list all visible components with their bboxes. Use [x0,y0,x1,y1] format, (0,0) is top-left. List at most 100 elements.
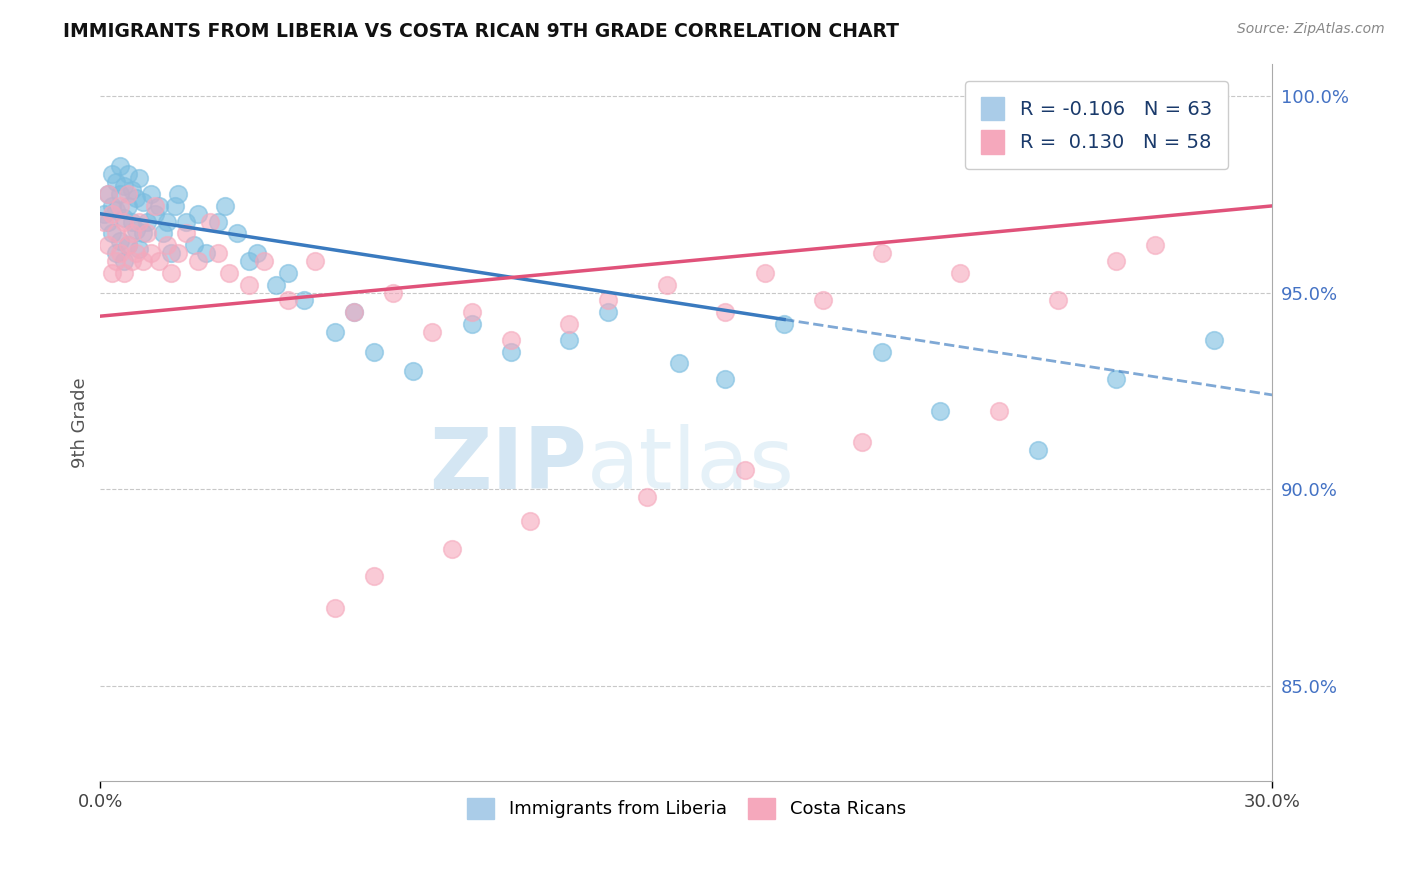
Point [1105,254,1128,268]
Point [112,266,135,280]
Point [112,214,135,228]
Point [929,403,952,417]
Point [988,403,1011,417]
Y-axis label: 9th Grade: 9th Grade [72,377,89,467]
Point [323,600,346,615]
Point [598,305,620,319]
Point [117,238,139,252]
Point [323,325,346,339]
Point [124,246,146,260]
Point [101,266,124,280]
Point [773,317,796,331]
Point [97,187,120,202]
Point [636,491,658,505]
Text: atlas: atlas [586,424,794,507]
Point [139,187,162,202]
Point [214,199,236,213]
Point [104,254,127,268]
Point [277,293,299,308]
Point [714,372,737,386]
Point [558,333,581,347]
Point [128,171,150,186]
Point [156,238,179,252]
Point [1144,238,1167,252]
Point [93,207,115,221]
Text: IMMIGRANTS FROM LIBERIA VS COSTA RICAN 9TH GRADE CORRELATION CHART: IMMIGRANTS FROM LIBERIA VS COSTA RICAN 9… [63,22,900,41]
Point [143,207,166,221]
Point [108,187,131,202]
Point [132,227,155,241]
Point [108,246,131,260]
Point [382,285,405,300]
Point [117,167,139,181]
Point [108,235,131,249]
Point [343,305,366,319]
Point [292,293,315,308]
Point [218,266,240,280]
Point [121,214,143,228]
Point [246,246,269,260]
Point [460,317,482,331]
Point [460,305,482,319]
Point [117,238,139,252]
Point [811,293,834,308]
Point [402,364,425,378]
Point [176,214,198,228]
Point [117,187,139,202]
Point [104,227,127,241]
Point [128,242,150,256]
Point [194,246,217,260]
Point [714,305,737,319]
Text: ZIP: ZIP [429,424,586,507]
Point [207,214,229,228]
Point [187,254,209,268]
Point [363,344,385,359]
Point [159,266,181,280]
Point [870,246,893,260]
Point [148,254,170,268]
Point [108,160,131,174]
Point [1105,372,1128,386]
Point [226,227,249,241]
Point [668,356,690,370]
Point [163,199,186,213]
Point [277,266,299,280]
Point [112,179,135,194]
Point [124,191,146,205]
Point [183,238,205,252]
Point [304,254,326,268]
Point [97,214,120,228]
Point [598,293,620,308]
Point [139,246,162,260]
Point [124,222,146,236]
Point [121,227,143,241]
Point [121,183,143,197]
Point [101,167,124,181]
Point [207,246,229,260]
Point [104,175,127,189]
Point [870,344,893,359]
Point [1202,333,1225,347]
Point [655,277,678,292]
Point [136,227,159,241]
Point [143,199,166,213]
Point [108,199,131,213]
Point [734,463,756,477]
Point [97,187,120,202]
Point [851,435,873,450]
Point [121,254,143,268]
Point [132,254,155,268]
Point [159,246,181,260]
Point [238,277,260,292]
Point [176,227,198,241]
Point [101,199,124,213]
Point [1026,443,1049,458]
Point [112,211,135,225]
Point [343,305,366,319]
Point [112,254,135,268]
Point [238,254,260,268]
Point [148,199,170,213]
Point [97,238,120,252]
Point [101,227,124,241]
Point [167,246,190,260]
